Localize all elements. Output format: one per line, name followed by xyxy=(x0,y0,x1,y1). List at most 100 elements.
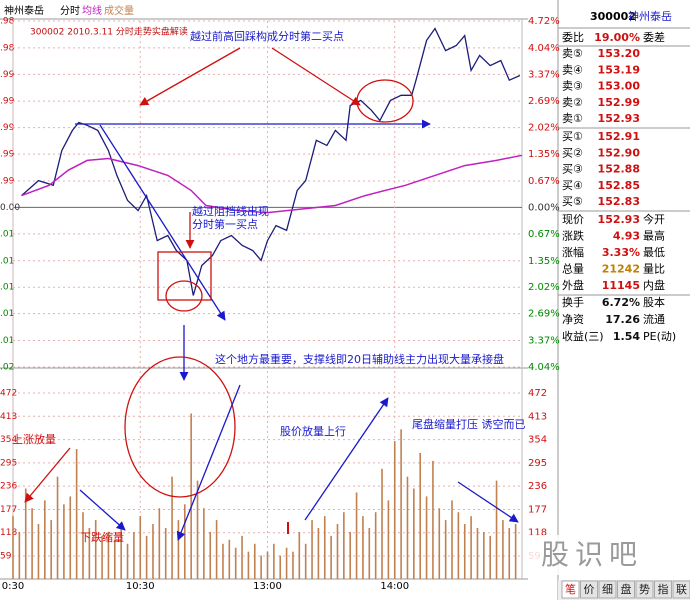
volume-bar xyxy=(298,531,301,580)
volume-bar xyxy=(63,504,65,580)
row-value: 3.33% xyxy=(602,246,640,259)
circle xyxy=(356,79,414,123)
row-label: 收益(三) xyxy=(562,329,604,343)
left-tick-label: .01 xyxy=(0,309,14,319)
row-value: 152.99 xyxy=(598,96,640,109)
volume-bar xyxy=(145,535,148,580)
volume-bar xyxy=(253,543,256,580)
volume-bar xyxy=(432,460,434,580)
arrow xyxy=(24,447,71,503)
row-value: 153.20 xyxy=(598,47,641,60)
tab-label[interactable]: 联 xyxy=(676,583,687,596)
arrow xyxy=(271,47,361,106)
tab[interactable] xyxy=(635,580,654,599)
row-label: 涨幅 xyxy=(562,246,584,259)
y-tick-label: 0.67% xyxy=(528,176,560,187)
volume-bar xyxy=(12,516,14,580)
tab-label[interactable]: 笔 xyxy=(565,582,576,596)
left-tick-label: .01 xyxy=(0,283,14,293)
volume-bar xyxy=(50,520,52,580)
annotation: 分时第一买点 xyxy=(192,217,258,231)
left-tick-label: 472 xyxy=(0,389,17,399)
tab[interactable] xyxy=(617,580,635,599)
tab-label[interactable]: 细 xyxy=(602,583,613,596)
volume-bar xyxy=(120,524,122,580)
tab-label[interactable]: 价 xyxy=(584,583,595,596)
code: 300002 xyxy=(590,10,636,23)
row-value: 152.90 xyxy=(598,146,641,159)
volume-bar xyxy=(393,441,396,580)
volume-bar xyxy=(247,551,250,580)
volume-bar xyxy=(368,527,371,580)
volume-bar xyxy=(457,512,460,580)
plot: 4.72% .98 4.04% .98 3.37% .99 2.69% .99 2.02% .99… xyxy=(0,16,560,592)
y-tick-label: 118 xyxy=(528,528,547,539)
row-label: 卖① xyxy=(562,112,583,125)
row-label2: 量比 xyxy=(643,263,665,276)
tab[interactable] xyxy=(672,580,690,599)
ma: 均线 xyxy=(82,4,102,17)
tab-label[interactable]: 势 xyxy=(639,583,650,596)
y-tick-label: 354 xyxy=(528,435,547,446)
row-label: 买⑤ xyxy=(562,195,583,208)
volume-bar xyxy=(88,527,91,580)
volume-bar xyxy=(126,543,129,580)
y-tick-label: 2.02% xyxy=(528,282,560,293)
volume-bar xyxy=(31,508,33,580)
row-label: 买④ xyxy=(562,179,583,192)
y-tick-label: 4.72% xyxy=(528,16,560,27)
header: 神州泰岳 分时 均线 成交量 300002 2010.3.11 分时走势实盘解读 xyxy=(4,4,188,38)
volume-bar xyxy=(285,547,288,580)
tab[interactable] xyxy=(598,580,617,599)
volume-bar xyxy=(406,476,409,580)
tab[interactable] xyxy=(654,580,672,599)
volume-bar xyxy=(476,527,479,580)
volume-bar xyxy=(114,539,116,580)
y-tick-label: 0.00% xyxy=(528,202,560,213)
volume-bar xyxy=(196,480,199,580)
row-value: 152.93 xyxy=(598,213,640,226)
volume-bar xyxy=(489,535,491,580)
annotation-shapes xyxy=(24,47,519,541)
y-tick-label: 177 xyxy=(528,504,547,515)
row-label: 买② xyxy=(562,146,583,159)
volume-bar xyxy=(82,512,84,580)
x-tick-label: 13:00 xyxy=(253,581,282,592)
row-label2: PE(动) xyxy=(643,330,676,343)
left-tick-label: .01 xyxy=(0,229,14,239)
volume-bar xyxy=(381,468,383,580)
left-tick-label: 295 xyxy=(0,458,17,468)
left-tick-label: .98 xyxy=(0,17,15,27)
row-label2: 内盘 xyxy=(643,278,665,292)
volume-bar xyxy=(273,543,275,580)
tab-label[interactable]: 盘 xyxy=(621,582,632,596)
left-tick-label: 177 xyxy=(0,505,17,515)
row-label: 委比 xyxy=(562,31,584,44)
tab[interactable] xyxy=(561,580,580,599)
name: 神州泰岳 xyxy=(628,9,672,23)
y-tick-label: 2.69% xyxy=(528,309,560,320)
left-tick-label: .99 xyxy=(0,97,15,107)
volume-bar xyxy=(222,543,224,580)
tab-label[interactable]: 指 xyxy=(658,582,669,596)
tab[interactable] xyxy=(580,580,598,599)
left-tick-label: 118 xyxy=(0,528,17,538)
left-tick-label: .01 xyxy=(0,256,14,266)
volume-bar xyxy=(37,524,40,580)
series-line xyxy=(21,154,523,214)
row-value: 152.83 xyxy=(598,195,640,208)
volume-bar xyxy=(133,531,135,580)
arrow xyxy=(79,489,126,531)
volume-bar xyxy=(514,524,517,580)
row-label: 换手 xyxy=(562,295,584,309)
row-label2: 今开 xyxy=(643,212,665,226)
left-tick-label: 354 xyxy=(0,435,17,445)
volume-bar xyxy=(190,413,192,580)
volume-bar xyxy=(470,516,472,580)
volume-bar xyxy=(44,500,46,580)
volume-bar xyxy=(483,531,485,580)
volume-bar xyxy=(24,488,27,580)
watermark: 股识吧 xyxy=(541,538,643,571)
row-value: 19.00% xyxy=(594,31,640,44)
y-tick-label: 413 xyxy=(528,411,547,422)
